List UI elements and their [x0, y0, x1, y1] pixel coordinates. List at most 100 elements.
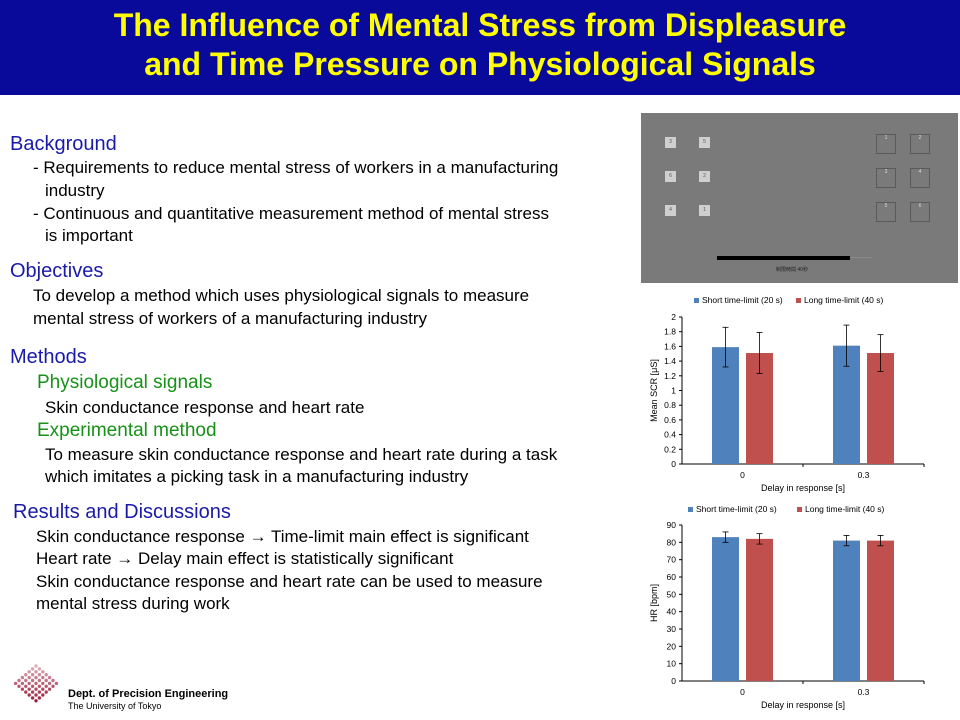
logo-dot	[51, 684, 55, 688]
logo-dot	[41, 693, 45, 697]
y-tick-label: 0	[671, 459, 676, 469]
right-slot-box: 4	[910, 168, 930, 188]
logo-dot	[37, 690, 42, 694]
logo-dot	[27, 675, 31, 680]
left-item-box: 2	[699, 171, 710, 182]
scr-bar-chart: Short time-limit (20 s) Long time-limit (…	[649, 295, 925, 493]
y-tick-label: 1.2	[664, 371, 676, 381]
logo-dot	[24, 673, 28, 677]
x-axis-label: Delay in response [s]	[761, 700, 845, 710]
x-tick-label: 0.3	[858, 470, 870, 480]
logo-dot	[37, 673, 42, 677]
logo-dot	[20, 681, 25, 686]
experiment-screen-image	[641, 113, 958, 283]
bar	[746, 538, 773, 681]
results-line-1: Skin conductance response → Time-limit m…	[36, 527, 529, 546]
right-slot-box: 2	[910, 134, 930, 154]
logo-dot	[24, 690, 28, 694]
logo-dot	[17, 678, 21, 683]
y-tick-label: 30	[667, 624, 677, 634]
bar	[833, 540, 860, 681]
logo-dot	[30, 673, 35, 677]
y-tick-label: 0	[671, 676, 676, 686]
x-axis-label: Delay in response [s]	[761, 483, 845, 493]
y-tick-label: 50	[667, 589, 677, 599]
results-line-4: mental stress during work	[36, 594, 230, 613]
left-item-box: 4	[665, 205, 676, 216]
logo-dot	[13, 681, 18, 686]
background-item-1-cont: industry	[45, 181, 105, 200]
results-heading: Results and Discussions	[13, 501, 231, 523]
logo-dot	[27, 670, 31, 674]
y-tick-label: 80	[667, 537, 677, 547]
experimental-method-line-1: To measure skin conductance response and…	[45, 445, 558, 464]
y-tick-label: 90	[667, 520, 677, 530]
left-item-box: 3	[665, 137, 676, 148]
background-item-2: - Continuous and quantitative measuremen…	[33, 204, 549, 223]
logo-dot	[30, 667, 35, 671]
logo-dot	[44, 684, 48, 688]
left-item-box: 1	[699, 205, 710, 216]
logo-dot	[34, 664, 38, 668]
title-line-2: and Time Pressure on Physiological Signa…	[144, 46, 816, 82]
logo-dot	[37, 684, 42, 688]
legend-label: Long time-limit (40 s)	[804, 295, 884, 305]
logo-dot	[34, 693, 38, 697]
logo-dot	[44, 673, 48, 677]
department-logo-icon	[13, 664, 59, 703]
right-slot-box: 6	[910, 202, 930, 222]
logo-dot	[51, 678, 55, 683]
y-tick-label: 60	[667, 572, 677, 582]
logo-dot	[30, 684, 35, 688]
y-axis-label: Mean SCR [μS]	[649, 359, 659, 422]
logo-dot	[44, 678, 48, 683]
experimental-method-heading: Experimental method	[37, 420, 217, 441]
legend-label: Short time-limit (20 s)	[702, 295, 783, 305]
y-tick-label: 40	[667, 607, 677, 617]
objectives-line-1: To develop a method which uses physiolog…	[33, 286, 530, 305]
logo-dot	[24, 684, 28, 688]
logo-dot	[34, 687, 38, 691]
background-heading: Background	[10, 133, 117, 155]
university-name: The University of Tokyo	[68, 701, 162, 711]
logo-dot	[37, 667, 42, 671]
legend-swatch	[688, 507, 693, 512]
y-tick-label: 1	[671, 386, 676, 396]
page-title: The Influence of Mental Stress from Disp…	[0, 6, 960, 84]
logo-dot	[54, 681, 59, 686]
logo-dot	[41, 670, 45, 674]
title-banner: The Influence of Mental Stress from Disp…	[0, 0, 960, 95]
results-line-3: Skin conductance response and heart rate…	[36, 572, 543, 591]
background-item-1: - Requirements to reduce mental stress o…	[33, 158, 559, 177]
logo-dot	[41, 681, 45, 686]
x-tick-label: 0	[740, 687, 745, 697]
time-limit-caption: 制限時間 40秒	[776, 267, 808, 273]
logo-dot	[34, 670, 38, 674]
x-tick-label: 0.3	[858, 687, 870, 697]
legend-label: Long time-limit (40 s)	[805, 504, 885, 514]
logo-dot	[34, 699, 38, 703]
logo-dot	[41, 675, 45, 680]
physiological-signals-heading: Physiological signals	[37, 372, 213, 393]
y-tick-label: 10	[667, 659, 677, 669]
logo-dot	[20, 675, 25, 680]
logo-dot	[27, 693, 31, 697]
y-axis-label: HR [bpm]	[649, 584, 659, 622]
background-item-2-cont: is important	[45, 226, 133, 245]
y-tick-label: 70	[667, 555, 677, 565]
objectives-line-2: mental stress of workers of a manufactur…	[33, 309, 427, 328]
objectives-heading: Objectives	[10, 260, 104, 282]
legend-swatch	[796, 298, 801, 303]
y-tick-label: 1.6	[664, 341, 676, 351]
department-name: Dept. of Precision Engineering	[68, 688, 229, 700]
time-limit-bar	[717, 256, 850, 260]
x-tick-label: 0	[740, 470, 745, 480]
logo-dot	[44, 690, 48, 694]
logo-dot	[30, 690, 35, 694]
time-limit-bar-remaining	[850, 257, 872, 258]
y-tick-label: 0.8	[664, 400, 676, 410]
right-slot-box: 3	[876, 168, 896, 188]
bar	[867, 540, 894, 681]
logo-dot	[34, 675, 38, 680]
y-tick-label: 1.4	[664, 356, 676, 366]
